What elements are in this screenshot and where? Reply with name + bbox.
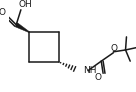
Text: OH: OH (19, 0, 32, 9)
Text: O: O (0, 8, 6, 17)
Text: O: O (111, 44, 118, 53)
Text: NH: NH (84, 66, 97, 75)
Text: O: O (95, 73, 102, 82)
Polygon shape (15, 23, 30, 33)
